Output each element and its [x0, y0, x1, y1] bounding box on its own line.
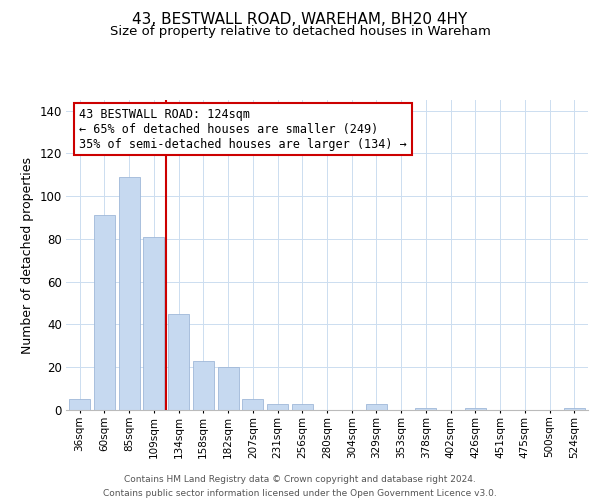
Bar — [267, 404, 288, 410]
Bar — [415, 408, 436, 410]
Bar — [94, 216, 115, 410]
Bar — [292, 404, 313, 410]
Bar — [242, 400, 263, 410]
Bar — [143, 237, 164, 410]
Text: 43, BESTWALL ROAD, WAREHAM, BH20 4HY: 43, BESTWALL ROAD, WAREHAM, BH20 4HY — [133, 12, 467, 28]
Bar — [465, 408, 486, 410]
Text: Size of property relative to detached houses in Wareham: Size of property relative to detached ho… — [110, 25, 490, 38]
Text: 43 BESTWALL ROAD: 124sqm
← 65% of detached houses are smaller (249)
35% of semi-: 43 BESTWALL ROAD: 124sqm ← 65% of detach… — [79, 108, 407, 151]
Y-axis label: Number of detached properties: Number of detached properties — [21, 156, 34, 354]
Bar — [218, 367, 239, 410]
Text: Contains HM Land Registry data © Crown copyright and database right 2024.
Contai: Contains HM Land Registry data © Crown c… — [103, 476, 497, 498]
Bar — [69, 400, 90, 410]
Bar — [119, 177, 140, 410]
Bar — [193, 361, 214, 410]
Bar — [168, 314, 189, 410]
Bar — [366, 404, 387, 410]
Bar — [564, 408, 585, 410]
